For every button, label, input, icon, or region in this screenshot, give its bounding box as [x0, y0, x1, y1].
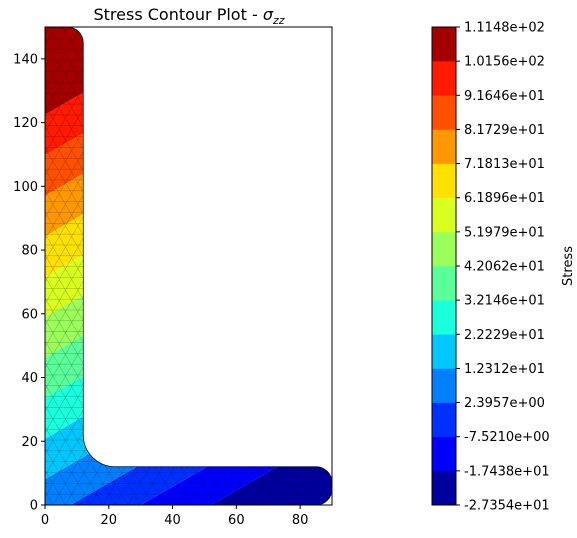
- colorbar-swatch: [432, 368, 456, 402]
- x-axis: 0 20 40 60 80: [41, 505, 309, 528]
- x-tick-label: 60: [228, 513, 245, 528]
- colorbar-tick-label: 7.1813e+01: [464, 157, 545, 172]
- section-outline: [45, 27, 332, 505]
- colorbar-tick-label: 1.1148e+02: [464, 21, 545, 36]
- colorbar-tick-label: -1.7438e+01: [464, 464, 550, 479]
- colorbar-swatch: [432, 61, 456, 95]
- colorbar-swatch: [432, 266, 456, 300]
- chart-title: Stress Contour Plot - σzz: [93, 5, 284, 27]
- colorbar: -2.7354e+01 -1.7438e+01 -7.5210e+00 2.3957e…: [432, 21, 550, 514]
- chart-title-main: Stress Contour Plot -: [93, 5, 262, 24]
- y-tick-label: 120: [13, 116, 38, 131]
- contour-bands: [0, 0, 396, 538]
- colorbar-swatch: [432, 403, 456, 437]
- y-tick-label: 80: [21, 244, 38, 259]
- colorbar-swatch: [432, 300, 456, 334]
- y-tick-label: 60: [21, 307, 38, 322]
- y-tick-label: 20: [21, 435, 38, 450]
- colorbar-tick-label: 2.3957e+00: [464, 396, 545, 411]
- colorbar-swatch: [432, 471, 456, 505]
- colorbar-tick-label: -2.7354e+01: [464, 499, 550, 514]
- colorbar-swatch: [432, 27, 456, 61]
- colorbar-swatch: [432, 129, 456, 163]
- colorbar-tick-label: 8.1729e+01: [464, 123, 545, 138]
- y-tick-label: 100: [13, 180, 38, 195]
- y-tick-label: 140: [13, 52, 38, 67]
- colorbar-swatch: [432, 198, 456, 232]
- colorbar-tick-label: 6.1896e+01: [464, 191, 545, 206]
- x-tick-label: 0: [41, 513, 49, 528]
- x-tick-label: 20: [101, 513, 118, 528]
- y-axis: 0 20 40 60 80 100 120 140: [13, 52, 45, 513]
- colorbar-swatch: [432, 232, 456, 266]
- plot-frame: [45, 27, 332, 505]
- colorbar-tick-label: 4.2062e+01: [464, 260, 545, 275]
- chart-title-subscript: zz: [272, 14, 285, 27]
- colorbar-tick-label: -7.5210e+00: [464, 430, 550, 445]
- colorbar-swatch: [432, 95, 456, 129]
- colorbar-tick-label: 1.0156e+02: [464, 55, 545, 70]
- y-tick-label: 40: [21, 371, 38, 386]
- x-tick-label: 40: [164, 513, 181, 528]
- x-tick-label: 80: [292, 513, 309, 528]
- y-tick-label: 0: [30, 499, 38, 514]
- colorbar-tick-label: 1.2312e+01: [464, 362, 545, 377]
- colorbar-swatch: [432, 437, 456, 471]
- colorbar-tick-label: 2.2229e+01: [464, 328, 545, 343]
- colorbar-tick-label: 9.1646e+01: [464, 89, 545, 104]
- colorbar-swatch: [432, 164, 456, 198]
- colorbar-label: Stress: [561, 246, 576, 286]
- colorbar-tick-label: 5.1979e+01: [464, 225, 545, 240]
- colorbar-swatch: [432, 334, 456, 368]
- colorbar-tick-label: 3.2146e+01: [464, 294, 545, 309]
